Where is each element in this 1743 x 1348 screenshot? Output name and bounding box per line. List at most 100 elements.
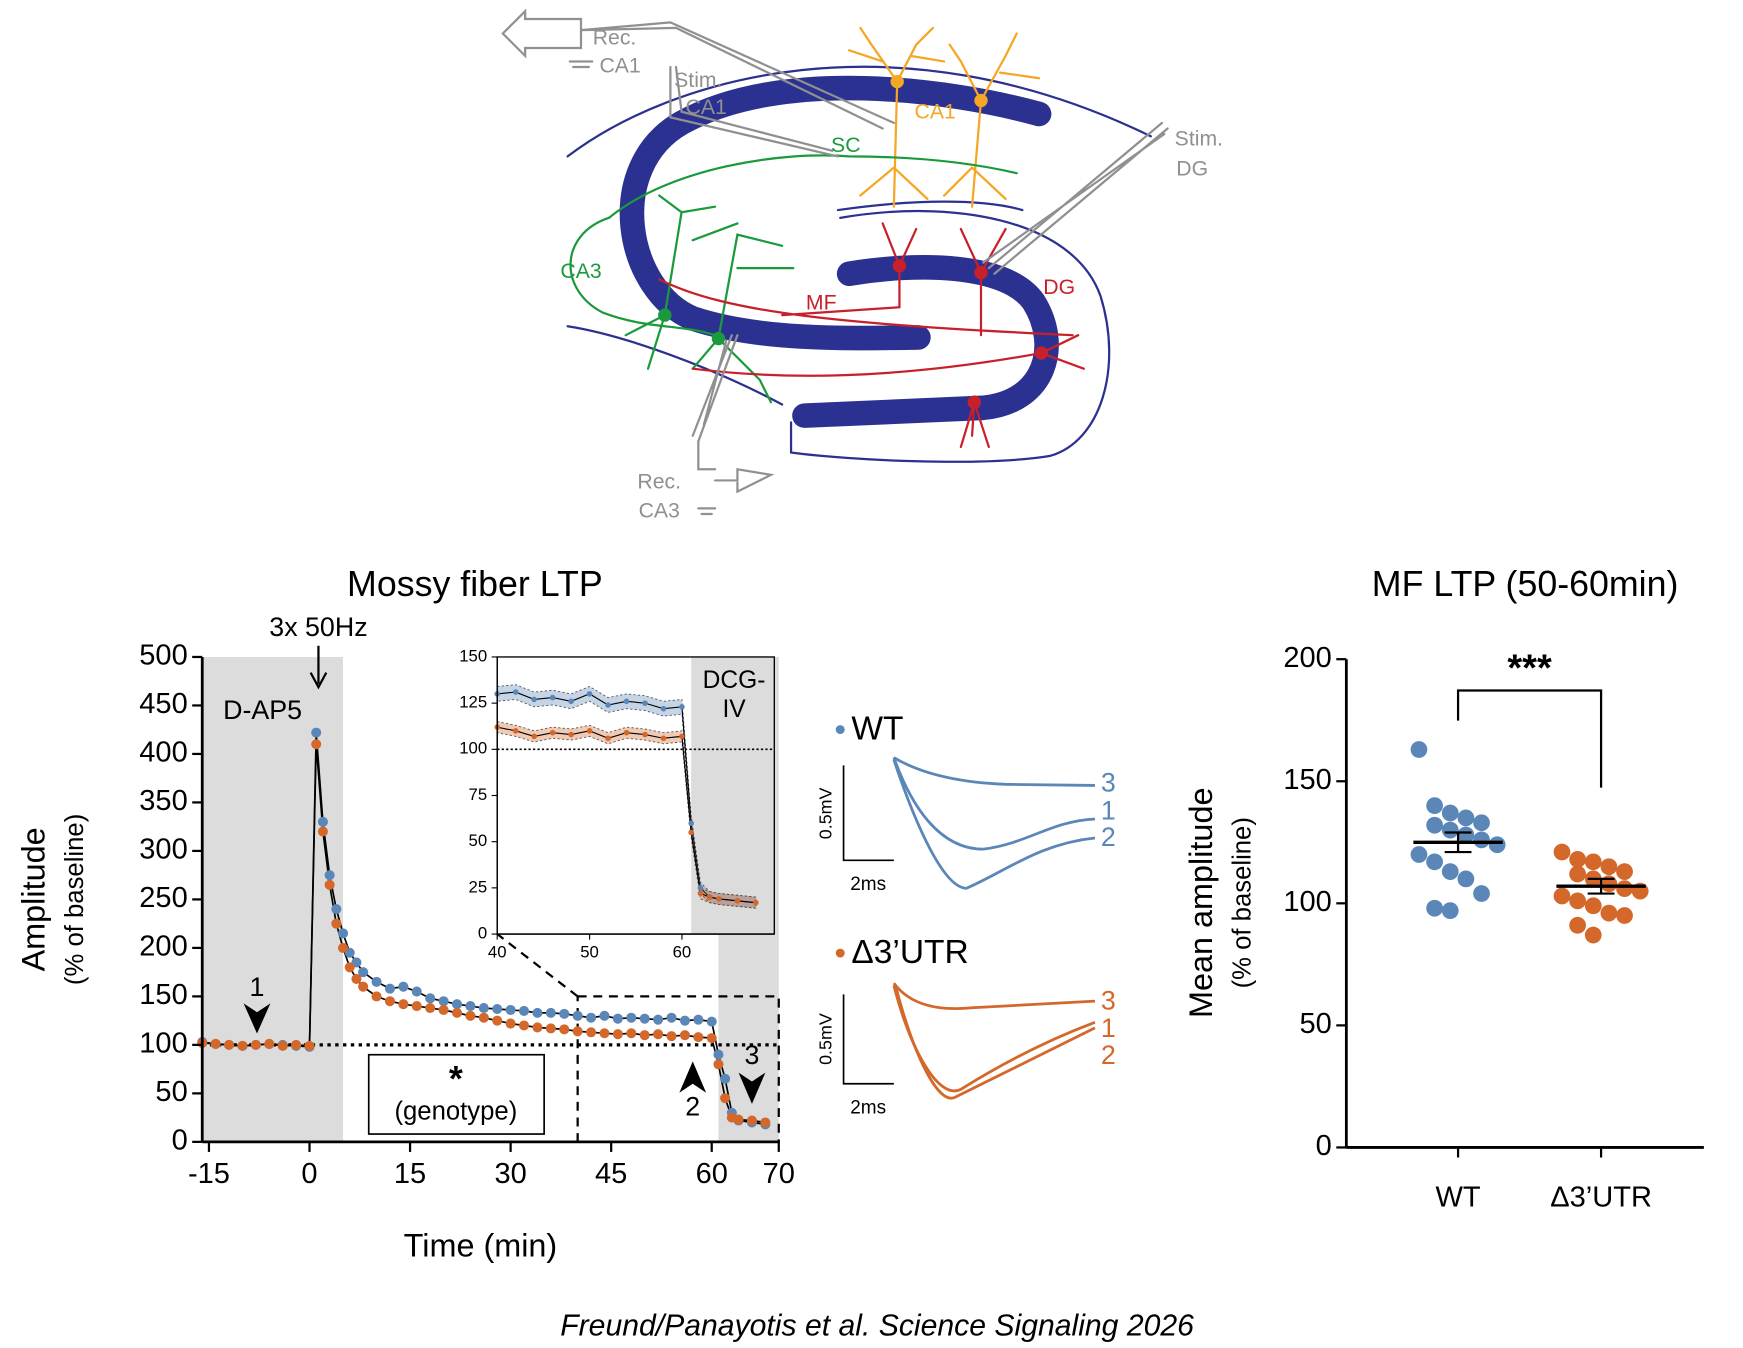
data-point [1473,885,1490,902]
data-point [653,1014,664,1025]
data-point [1457,826,1475,844]
scale-label: 2ms [850,874,886,895]
data-point [1426,853,1443,871]
data-point [317,826,328,837]
data-point [626,1028,637,1039]
y-tick-label: 200 [139,931,187,963]
data-point [642,700,648,706]
diagram-label: MF [806,292,837,315]
annotation: 2 [685,1091,700,1121]
arrowhead [679,1061,707,1093]
data-point [1441,902,1459,920]
diagram-label: CA1 [686,96,727,119]
data-point [713,1049,724,1060]
data-point [1553,887,1571,905]
data-point [586,1012,597,1023]
data-point [586,691,593,697]
y-tick-label: 100 [139,1028,187,1060]
data-point [425,993,436,1004]
x-axis-label: Time (min) [404,1228,558,1264]
data-point [531,733,537,740]
data-point [545,1007,556,1018]
data-point [331,904,342,915]
trace [893,756,1095,787]
data-point [277,1040,288,1051]
data-point [1616,880,1633,898]
data-point [250,1039,261,1050]
legend-label: WT [851,711,903,748]
scale-label: 2ms [850,1097,886,1118]
data-point [753,899,759,906]
trace [892,757,1096,851]
data-point [693,1032,704,1043]
x-tick-label: 0 [301,1158,317,1190]
annotation: IV [722,696,746,723]
y-tick-label: 0 [478,923,487,942]
x-tick-label: 15 [394,1158,426,1190]
data-point [518,1005,530,1016]
data-point [1473,831,1490,849]
data-point [425,1003,436,1014]
data-point [1600,858,1618,876]
y-tick-label: 125 [459,693,487,712]
trace-label: 2 [1101,822,1116,852]
data-point [545,1023,556,1034]
data-point [411,986,422,997]
data-point [586,1027,597,1038]
data-point [518,1020,530,1031]
y-tick-label: 0 [1316,1130,1332,1162]
dg-neurons [658,222,1085,449]
x-tick-label: 50 [580,942,599,961]
dot-chart: 0 50 100 150 200 WT Δ3’UTR [1283,642,1704,1214]
y-tick-label: 250 [139,882,187,914]
data-point [304,1040,315,1051]
x-tick-label: Δ3’UTR [1550,1182,1652,1214]
data-point [1584,897,1602,915]
zoom-box [576,995,780,1143]
data-point [653,1029,664,1040]
data-point [237,1040,248,1051]
data-point [331,918,342,929]
data-point [1441,821,1459,839]
data-point [697,885,704,891]
data-point [371,976,382,987]
diagram-label: CA1 [599,55,640,78]
annotation: * [449,1059,463,1099]
data-point [559,1024,570,1035]
y-tick-label: 150 [1283,764,1331,796]
data-point [344,962,355,973]
data-point [660,705,667,712]
data-point [411,1001,422,1012]
shaded-region [202,656,344,1142]
data-point [324,870,335,881]
data-point [1473,814,1490,832]
y-tick-label: 100 [459,739,487,758]
arrowhead [243,1003,271,1034]
y-tick-label: 75 [469,785,488,804]
data-point [351,973,362,984]
data-point [358,981,369,992]
diagram-label: DG [1176,157,1208,180]
data-point [679,1015,690,1026]
zoom-connector [496,933,579,998]
data-point [1441,863,1459,880]
data-point [210,1038,221,1049]
x-tick-label: 60 [673,942,692,961]
annotation: 1 [250,972,265,1002]
ca3-soma [711,331,726,346]
pyramidal-layer [619,75,1052,351]
scale-label: 0.5mV [816,1013,836,1065]
chart-title: MF LTP (50-60min) [1372,564,1679,604]
shaded-region [691,656,775,935]
data-point [398,999,409,1010]
arrowhead [738,1072,766,1104]
data-point [660,735,667,742]
y-tick-label: 150 [459,646,487,665]
hippocampus-diagram [501,8,1169,516]
data-point [599,1010,610,1021]
data-point [1426,797,1443,815]
data-point [337,928,349,939]
data-point [688,829,694,836]
y-tick-label: 450 [139,688,187,720]
data-point [1584,853,1602,871]
